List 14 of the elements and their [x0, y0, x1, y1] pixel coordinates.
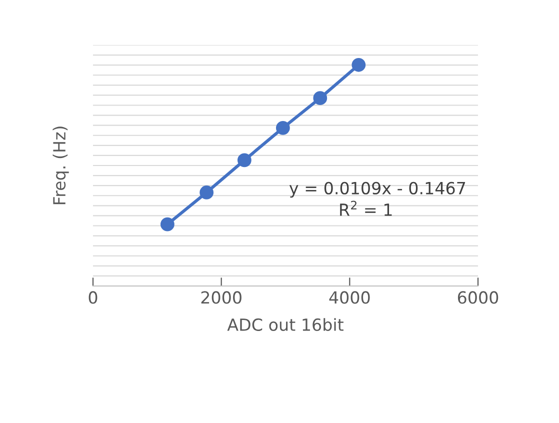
point — [352, 58, 366, 72]
point — [160, 217, 174, 232]
annotation: y = 0.0109x - 0.1467 — [289, 182, 466, 198]
point — [276, 120, 290, 135]
point — [200, 186, 214, 200]
y-axis-title: Freq. (Hz) — [52, 126, 69, 204]
x-axis-title: ADC out 16bit — [227, 318, 344, 332]
point — [237, 153, 252, 168]
x-tick-label: 0 — [88, 291, 98, 304]
x-tick-label: 6000 — [458, 291, 498, 304]
point — [313, 91, 328, 106]
annotation: R$^{2}$ = 1 — [340, 200, 392, 216]
x-tick-label: 4000 — [329, 291, 370, 304]
x-tick-label: 2000 — [201, 291, 242, 304]
